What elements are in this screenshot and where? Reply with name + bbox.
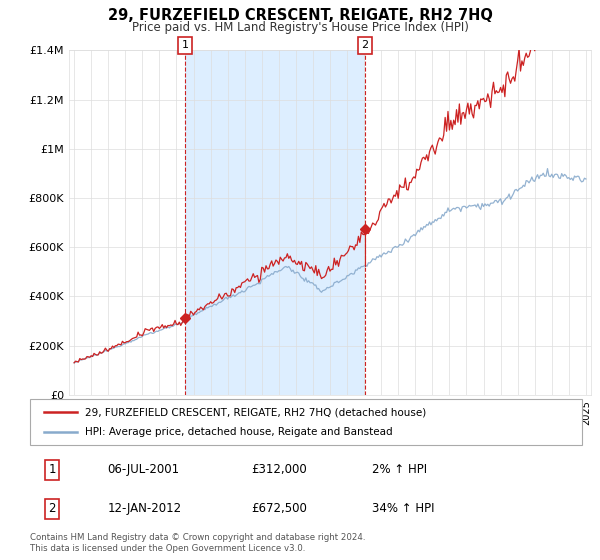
Text: Price paid vs. HM Land Registry's House Price Index (HPI): Price paid vs. HM Land Registry's House … xyxy=(131,21,469,34)
Text: 1: 1 xyxy=(49,464,56,477)
Text: 1: 1 xyxy=(182,40,188,50)
Text: 06-JUL-2001: 06-JUL-2001 xyxy=(107,464,179,477)
FancyBboxPatch shape xyxy=(30,399,582,445)
Text: £672,500: £672,500 xyxy=(251,502,307,515)
Text: 2: 2 xyxy=(361,40,368,50)
Text: 34% ↑ HPI: 34% ↑ HPI xyxy=(372,502,435,515)
Text: 12-JAN-2012: 12-JAN-2012 xyxy=(107,502,181,515)
Text: 29, FURZEFIELD CRESCENT, REIGATE, RH2 7HQ: 29, FURZEFIELD CRESCENT, REIGATE, RH2 7H… xyxy=(107,8,493,24)
Text: 29, FURZEFIELD CRESCENT, REIGATE, RH2 7HQ (detached house): 29, FURZEFIELD CRESCENT, REIGATE, RH2 7H… xyxy=(85,407,427,417)
Text: £312,000: £312,000 xyxy=(251,464,307,477)
Text: HPI: Average price, detached house, Reigate and Banstead: HPI: Average price, detached house, Reig… xyxy=(85,427,393,437)
Bar xyxy=(185,50,365,395)
Text: 2: 2 xyxy=(49,502,56,515)
Text: Contains HM Land Registry data © Crown copyright and database right 2024.
This d: Contains HM Land Registry data © Crown c… xyxy=(30,533,365,553)
Text: 2% ↑ HPI: 2% ↑ HPI xyxy=(372,464,427,477)
